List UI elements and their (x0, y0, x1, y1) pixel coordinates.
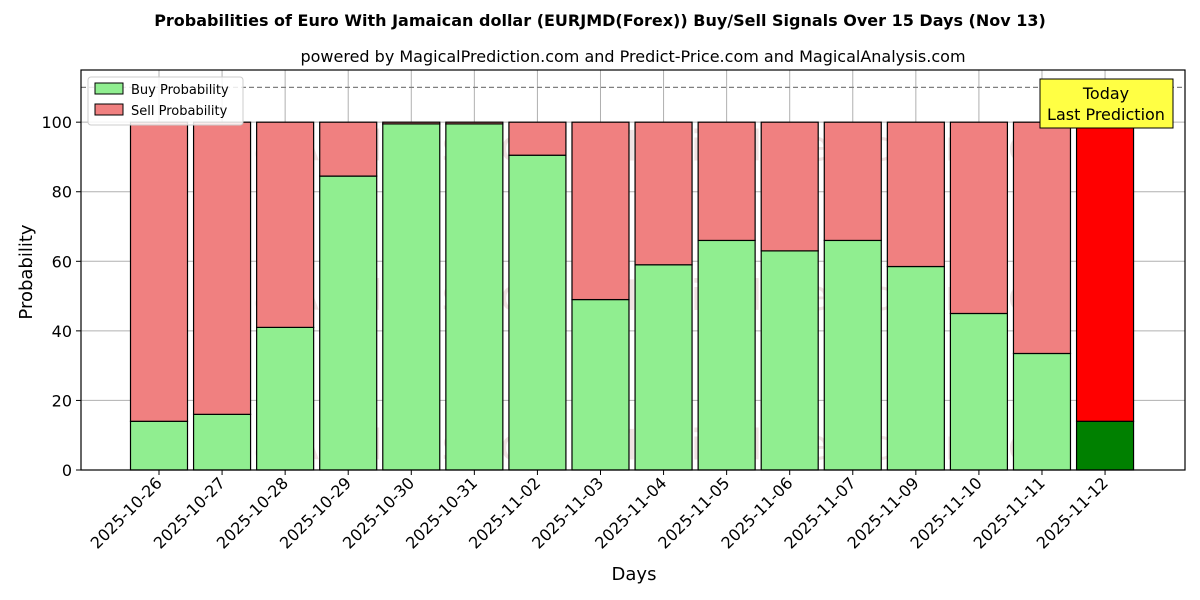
bar-sell (445, 121, 504, 125)
bar-buy (823, 239, 882, 471)
bar-sell (129, 121, 189, 422)
y-tick-label: 80 (52, 183, 72, 202)
chart-subtitle: powered by MagicalPrediction.com and Pre… (300, 47, 965, 66)
bar-sell (634, 121, 693, 266)
legend-swatch-buy (94, 82, 124, 95)
annotation-box (1039, 78, 1174, 129)
annotation-line2: Last Prediction (1047, 105, 1165, 124)
bar-buy (445, 123, 504, 471)
bar-sell (319, 121, 378, 177)
bar-buy (256, 326, 315, 471)
bar-sell (1012, 121, 1072, 355)
bar-buy (382, 123, 441, 471)
x-ticks: 2025-10-262025-10-272025-10-282025-10-29… (87, 470, 1112, 553)
bar-buy (1075, 420, 1135, 471)
bar-buy (949, 312, 1009, 471)
bar-buy (697, 239, 756, 471)
y-ticks: 0 20 40 60 80 100 (41, 113, 81, 480)
bar-sell (886, 121, 945, 268)
bar-buy (192, 413, 252, 471)
axes (80, 69, 1186, 471)
chart-title: Probabilities of Euro With Jamaican doll… (154, 11, 1046, 30)
plot-frame (80, 69, 1186, 471)
bar-sell (192, 121, 252, 415)
bar-sell (571, 121, 630, 301)
bar-sell (697, 121, 756, 242)
bar-buy (319, 175, 378, 471)
annotation-line1: Today (1082, 84, 1129, 103)
y-tick-label: 40 (52, 322, 72, 341)
bar-buy (508, 154, 567, 471)
bar-buy (886, 265, 945, 471)
bar-buy (1012, 352, 1072, 471)
y-tick-label: 20 (52, 391, 72, 410)
y-tick-label: 0 (62, 461, 72, 480)
y-tick-label: 100 (41, 113, 72, 132)
bars (129, 121, 1135, 471)
bar-sell (382, 121, 441, 125)
bar-sell (949, 121, 1009, 315)
legend-label-sell: Sell Probability (131, 104, 228, 119)
bar-sell (1075, 121, 1135, 422)
bar-sell (760, 121, 819, 252)
y-axis-label: Probability (16, 224, 37, 319)
bar-buy (760, 250, 819, 471)
bar-buy (634, 264, 693, 471)
bar-buy (129, 420, 189, 471)
bar-buy (571, 298, 630, 471)
today-annotation: Today Last Prediction (1039, 78, 1174, 129)
y-tick-label: 60 (52, 252, 72, 271)
bar-sell (823, 121, 882, 242)
legend: Buy Probability Sell Probability (87, 76, 244, 126)
bar-sell (508, 121, 567, 156)
legend-label-buy: Buy Probability (131, 83, 229, 98)
x-axis-label: Days (612, 564, 657, 585)
bar-sell (256, 121, 315, 328)
legend-box (87, 76, 244, 126)
legend-swatch-sell (94, 103, 124, 116)
